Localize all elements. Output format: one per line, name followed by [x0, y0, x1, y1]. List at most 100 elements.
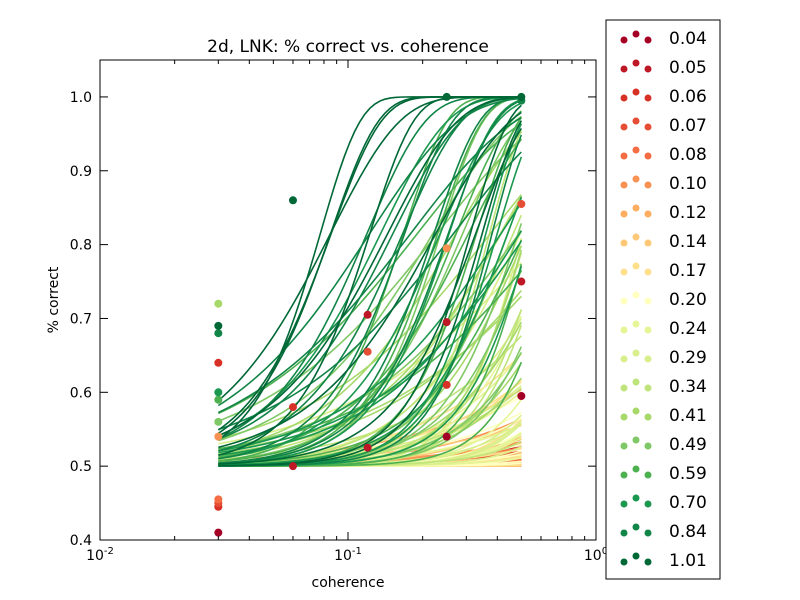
data-point	[442, 380, 451, 389]
legend-marker	[644, 384, 652, 392]
legend-marker	[644, 181, 652, 189]
legend-label: 0.29	[669, 348, 707, 368]
legend-marker	[632, 262, 640, 270]
legend-marker	[620, 413, 628, 421]
legend-label: 0.05	[669, 58, 707, 78]
data-point	[214, 388, 223, 397]
legend-label: 0.20	[669, 290, 707, 310]
legend-label: 0.17	[669, 261, 707, 281]
legend-marker	[644, 152, 652, 160]
fit-curve-0.49	[218, 229, 522, 450]
legend-marker	[632, 175, 640, 183]
legend-marker	[644, 210, 652, 218]
data-point	[214, 417, 223, 426]
legend-marker	[632, 494, 640, 502]
legend-marker	[620, 268, 628, 276]
data-point	[517, 200, 526, 208]
data-point	[517, 392, 526, 400]
data-point	[214, 329, 223, 338]
legend-label: 0.34	[669, 377, 707, 397]
legend-marker	[632, 552, 640, 560]
legend-marker	[644, 413, 652, 421]
legend-marker	[620, 65, 628, 73]
legend-marker	[632, 291, 640, 299]
legend-marker	[620, 181, 628, 189]
legend-marker	[632, 407, 640, 415]
y-axis-label: % correct	[46, 266, 62, 333]
legend-label: 0.49	[669, 435, 707, 455]
x-tick-label: 100	[584, 546, 608, 564]
fit-curve-0.59	[218, 110, 522, 463]
fit-curve-0.70	[218, 202, 523, 452]
legend-marker	[620, 123, 628, 131]
y-tick-label: 0.6	[70, 385, 92, 401]
fit-curve-1.01	[218, 96, 522, 437]
data-point	[288, 462, 297, 471]
legend-marker	[632, 88, 640, 96]
y-tick-label: 1.0	[70, 90, 92, 106]
data-point	[442, 244, 451, 253]
data-point	[442, 432, 451, 441]
x-tick-label: 10-2	[86, 546, 114, 564]
fit-curve-0.59	[218, 96, 522, 462]
legend-marker	[620, 326, 628, 334]
legend-marker	[644, 36, 652, 44]
legend-marker	[632, 523, 640, 531]
legend-marker	[644, 529, 652, 537]
legend-marker	[620, 471, 628, 479]
legend-label: 0.07	[669, 116, 707, 136]
legend-marker	[632, 465, 640, 473]
legend-marker	[620, 94, 628, 102]
legend-marker	[620, 297, 628, 305]
legend-label: 0.06	[669, 87, 707, 107]
legend-marker	[620, 384, 628, 392]
data-point	[288, 196, 297, 205]
data-point	[214, 395, 223, 404]
data-point	[214, 432, 223, 441]
fit-curve-0.84	[218, 96, 522, 464]
legend-label: 0.70	[669, 493, 707, 513]
data-point	[517, 277, 526, 286]
data-point	[214, 528, 223, 537]
legend-marker	[632, 117, 640, 125]
legend-marker	[620, 355, 628, 363]
data-point	[363, 443, 372, 452]
legend-marker	[644, 268, 652, 276]
legend-marker	[644, 94, 652, 102]
legend-marker	[632, 378, 640, 386]
x-axis-label: coherence	[312, 575, 385, 591]
legend-marker	[644, 442, 652, 450]
legend-marker	[620, 529, 628, 537]
data-point	[214, 321, 223, 330]
legend-label: 0.10	[669, 174, 707, 194]
legend-marker	[632, 436, 640, 444]
legend-label: 1.01	[669, 551, 707, 571]
legend-marker	[644, 500, 652, 508]
legend-marker	[644, 239, 652, 247]
data-point	[214, 495, 223, 504]
fit-curve-0.59	[217, 122, 522, 415]
legend-marker	[620, 36, 628, 44]
legend-marker	[644, 123, 652, 131]
legend-marker	[620, 152, 628, 160]
fit-curve-1.01	[218, 111, 522, 449]
y-tick-label: 0.7	[70, 311, 92, 327]
y-axis-ticks: 0.4 0.5 0.6 0.7 0.8 0.9 1.0	[70, 90, 596, 549]
fit-curve-0.84	[218, 96, 522, 460]
legend-marker	[620, 442, 628, 450]
legend-marker	[632, 204, 640, 212]
x-axis-ticks: 10-2 10-1 100	[86, 60, 608, 564]
data-point	[363, 310, 372, 319]
y-tick-label: 0.9	[70, 164, 92, 180]
legend-marker	[644, 471, 652, 479]
fit-curve-0.41	[218, 131, 522, 452]
data-points	[214, 92, 526, 537]
chart-title: 2d, LNK: % correct vs. coherence	[207, 37, 489, 57]
legend-marker	[620, 239, 628, 247]
data-point	[363, 347, 372, 356]
legend-marker	[644, 558, 652, 566]
legend-label: 0.59	[669, 464, 707, 484]
x-tick-label: 10-1	[334, 546, 362, 564]
legend-marker	[644, 326, 652, 334]
fit-curve-0.84	[218, 96, 522, 452]
